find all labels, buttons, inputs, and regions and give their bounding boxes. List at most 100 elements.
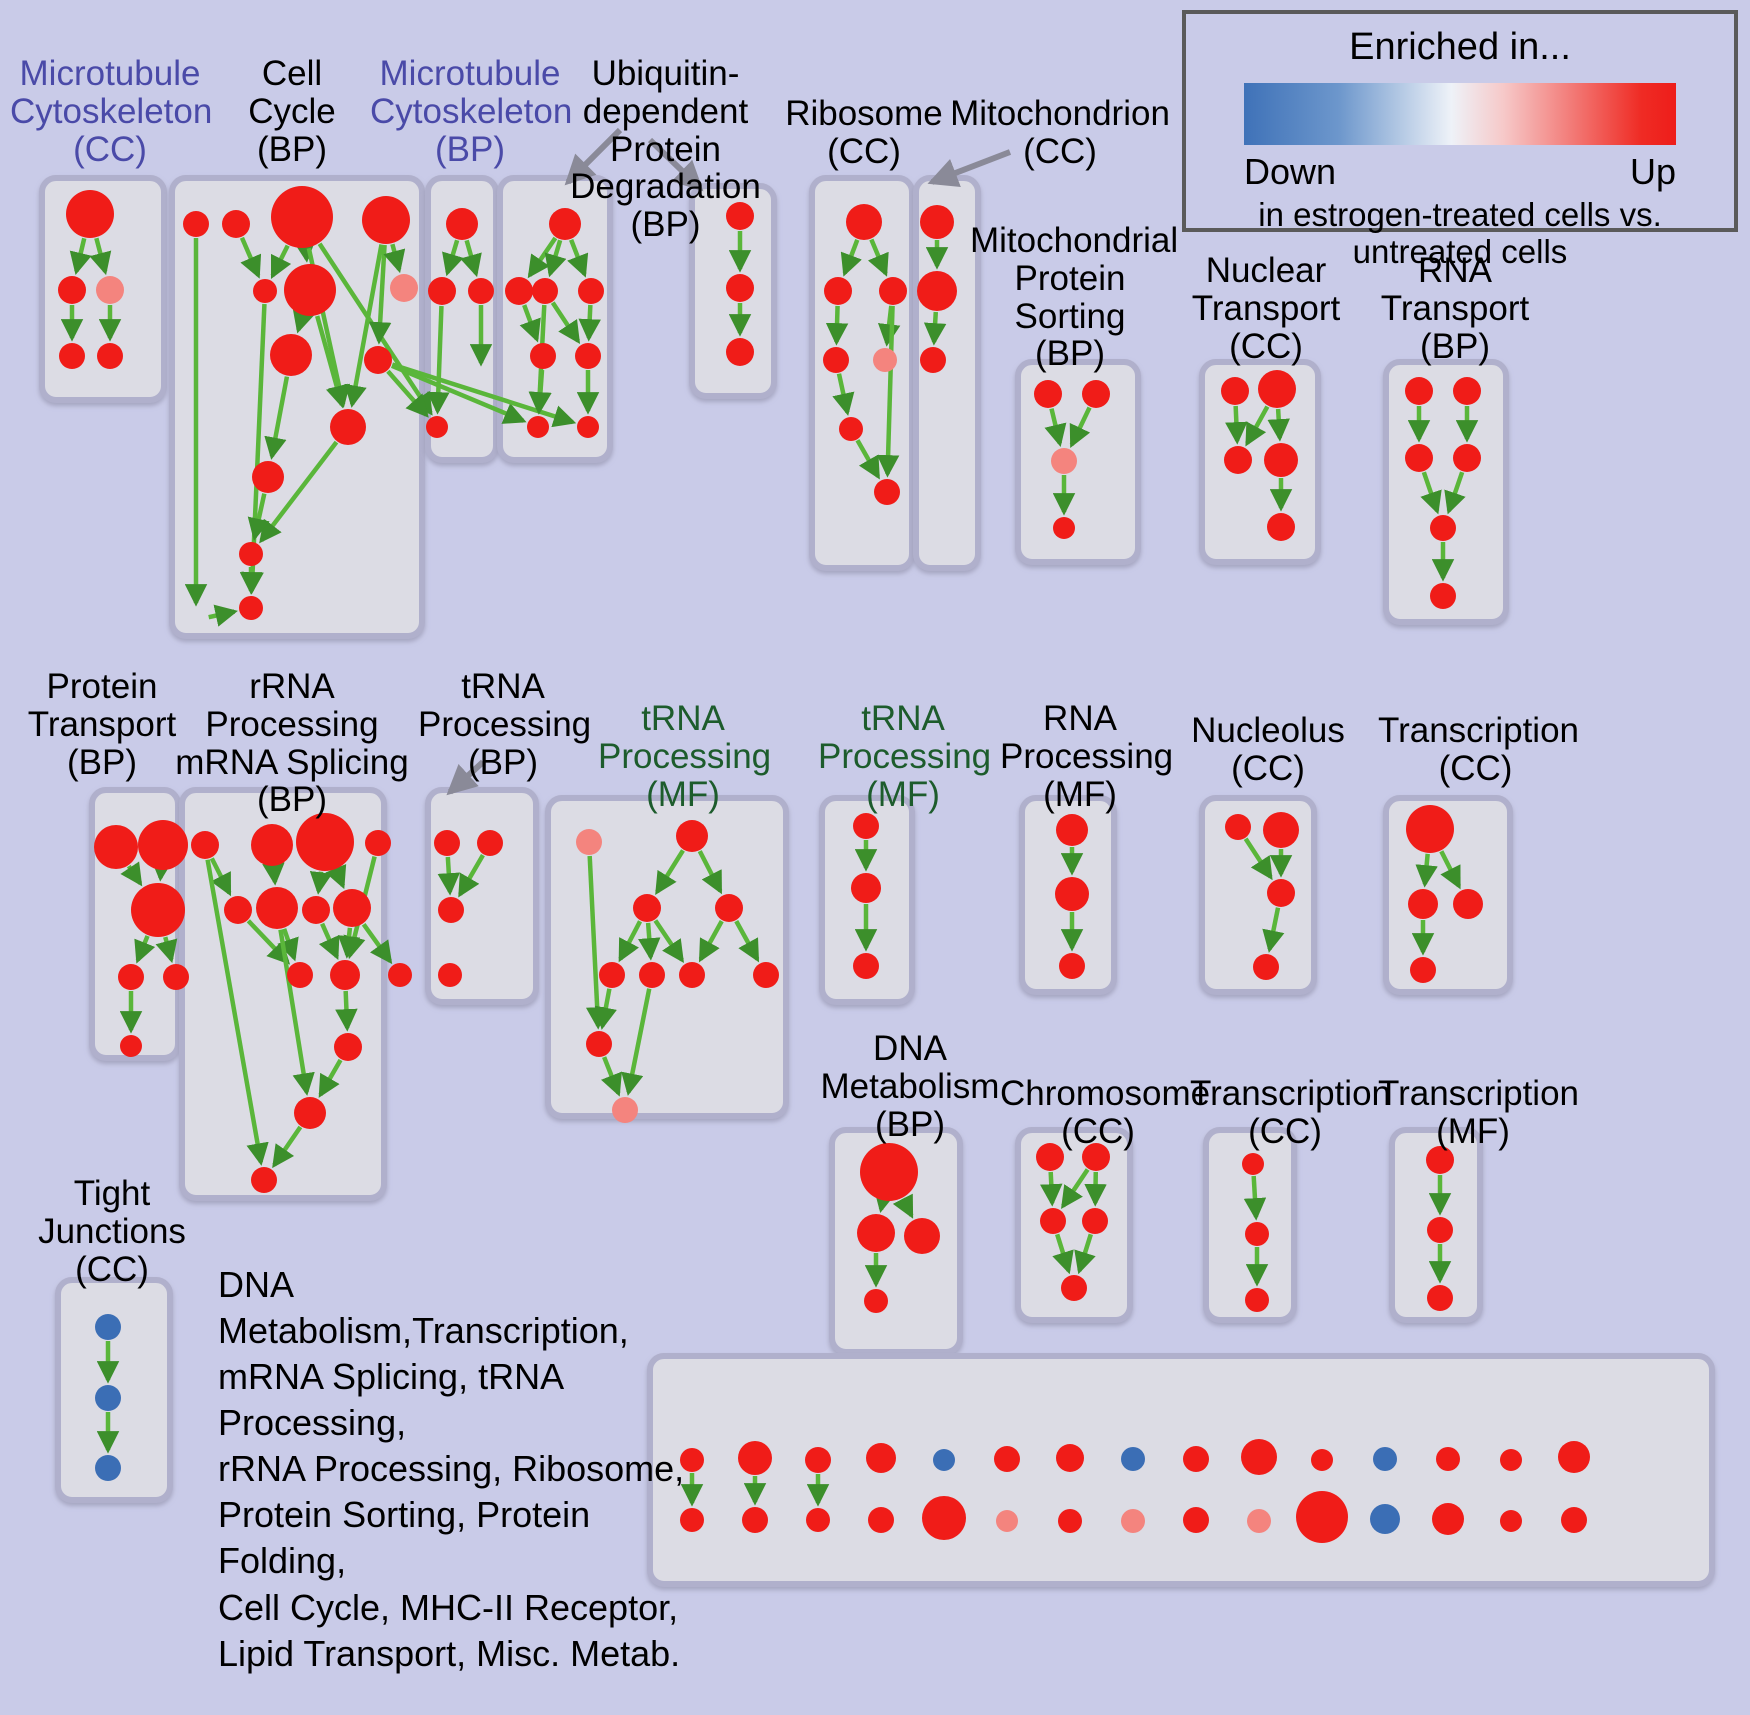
network-node[interactable] xyxy=(994,1446,1020,1472)
network-node[interactable] xyxy=(578,278,604,304)
network-node[interactable] xyxy=(679,962,705,988)
network-node[interactable] xyxy=(1405,444,1433,472)
network-node[interactable] xyxy=(330,409,366,445)
network-node[interactable] xyxy=(1430,515,1456,541)
network-node[interactable] xyxy=(1082,380,1110,408)
network-node[interactable] xyxy=(251,1167,277,1193)
network-node[interactable] xyxy=(270,334,312,376)
network-node[interactable] xyxy=(715,894,743,922)
network-node[interactable] xyxy=(738,1441,772,1475)
network-node[interactable] xyxy=(726,274,754,302)
network-node[interactable] xyxy=(1051,448,1077,474)
network-node[interactable] xyxy=(575,343,601,369)
network-node[interactable] xyxy=(446,208,478,240)
network-node[interactable] xyxy=(824,277,852,305)
network-node[interactable] xyxy=(527,416,549,438)
network-node[interactable] xyxy=(1267,513,1295,541)
network-node[interactable] xyxy=(1311,1449,1333,1471)
network-node[interactable] xyxy=(1263,812,1299,848)
network-node[interactable] xyxy=(920,347,946,373)
network-node[interactable] xyxy=(330,960,360,990)
network-node[interactable] xyxy=(1406,805,1454,853)
network-node[interactable] xyxy=(118,964,144,990)
network-node[interactable] xyxy=(577,416,599,438)
network-node[interactable] xyxy=(1558,1441,1590,1473)
network-node[interactable] xyxy=(530,343,556,369)
network-node[interactable] xyxy=(839,417,863,441)
network-node[interactable] xyxy=(438,897,464,923)
network-node[interactable] xyxy=(1224,446,1252,474)
network-node[interactable] xyxy=(163,964,189,990)
network-node[interactable] xyxy=(183,211,209,237)
network-node[interactable] xyxy=(1056,1444,1084,1472)
network-node[interactable] xyxy=(365,830,391,856)
network-node[interactable] xyxy=(1225,814,1251,840)
network-node[interactable] xyxy=(866,1443,896,1473)
network-node[interactable] xyxy=(1370,1504,1400,1534)
network-node[interactable] xyxy=(1056,814,1088,846)
network-node[interactable] xyxy=(726,202,754,230)
network-node[interactable] xyxy=(753,962,779,988)
network-node[interactable] xyxy=(1410,957,1436,983)
network-node[interactable] xyxy=(922,1496,966,1540)
network-node[interactable] xyxy=(851,873,881,903)
network-node[interactable] xyxy=(1253,954,1279,980)
network-node[interactable] xyxy=(1408,889,1438,919)
network-node[interactable] xyxy=(1500,1449,1522,1471)
network-node[interactable] xyxy=(1426,1146,1454,1174)
network-node[interactable] xyxy=(860,1143,918,1201)
network-node[interactable] xyxy=(853,813,879,839)
network-node[interactable] xyxy=(224,896,252,924)
network-node[interactable] xyxy=(1055,877,1089,911)
network-node[interactable] xyxy=(364,346,392,374)
network-node[interactable] xyxy=(1059,953,1085,979)
network-node[interactable] xyxy=(726,338,754,366)
network-node[interactable] xyxy=(1500,1510,1522,1532)
network-node[interactable] xyxy=(59,343,85,369)
network-node[interactable] xyxy=(742,1507,768,1533)
network-node[interactable] xyxy=(857,1214,895,1252)
network-node[interactable] xyxy=(434,830,460,856)
network-node[interactable] xyxy=(1432,1503,1464,1535)
network-node[interactable] xyxy=(1053,517,1075,539)
network-node[interactable] xyxy=(680,1448,704,1472)
network-node[interactable] xyxy=(1258,370,1296,408)
network-node[interactable] xyxy=(904,1218,940,1254)
network-node[interactable] xyxy=(1036,1143,1064,1171)
network-node[interactable] xyxy=(1058,1509,1082,1533)
network-node[interactable] xyxy=(1034,380,1062,408)
network-node[interactable] xyxy=(917,271,957,311)
network-node[interactable] xyxy=(1040,1208,1066,1234)
network-node[interactable] xyxy=(846,204,882,240)
network-node[interactable] xyxy=(1121,1509,1145,1533)
network-node[interactable] xyxy=(599,962,625,988)
network-node[interactable] xyxy=(1561,1507,1587,1533)
network-node[interactable] xyxy=(1245,1288,1269,1312)
network-node[interactable] xyxy=(96,276,124,304)
network-node[interactable] xyxy=(1221,377,1249,405)
network-node[interactable] xyxy=(879,277,907,305)
network-node[interactable] xyxy=(920,205,954,239)
network-node[interactable] xyxy=(1453,444,1481,472)
network-node[interactable] xyxy=(468,278,494,304)
network-node[interactable] xyxy=(633,894,661,922)
network-node[interactable] xyxy=(95,1314,121,1340)
network-node[interactable] xyxy=(676,820,708,852)
network-node[interactable] xyxy=(477,830,503,856)
network-node[interactable] xyxy=(362,196,410,244)
network-node[interactable] xyxy=(868,1507,894,1533)
network-node[interactable] xyxy=(239,596,263,620)
network-node[interactable] xyxy=(680,1508,704,1532)
network-node[interactable] xyxy=(805,1447,831,1473)
network-node[interactable] xyxy=(1082,1208,1108,1234)
network-node[interactable] xyxy=(256,887,298,929)
network-node[interactable] xyxy=(853,953,879,979)
network-node[interactable] xyxy=(1183,1446,1209,1472)
network-node[interactable] xyxy=(1183,1507,1209,1533)
network-node[interactable] xyxy=(823,347,849,373)
network-node[interactable] xyxy=(239,542,263,566)
network-node[interactable] xyxy=(1427,1285,1453,1311)
network-node[interactable] xyxy=(120,1035,142,1057)
network-node[interactable] xyxy=(95,1385,121,1411)
network-node[interactable] xyxy=(1061,1275,1087,1301)
